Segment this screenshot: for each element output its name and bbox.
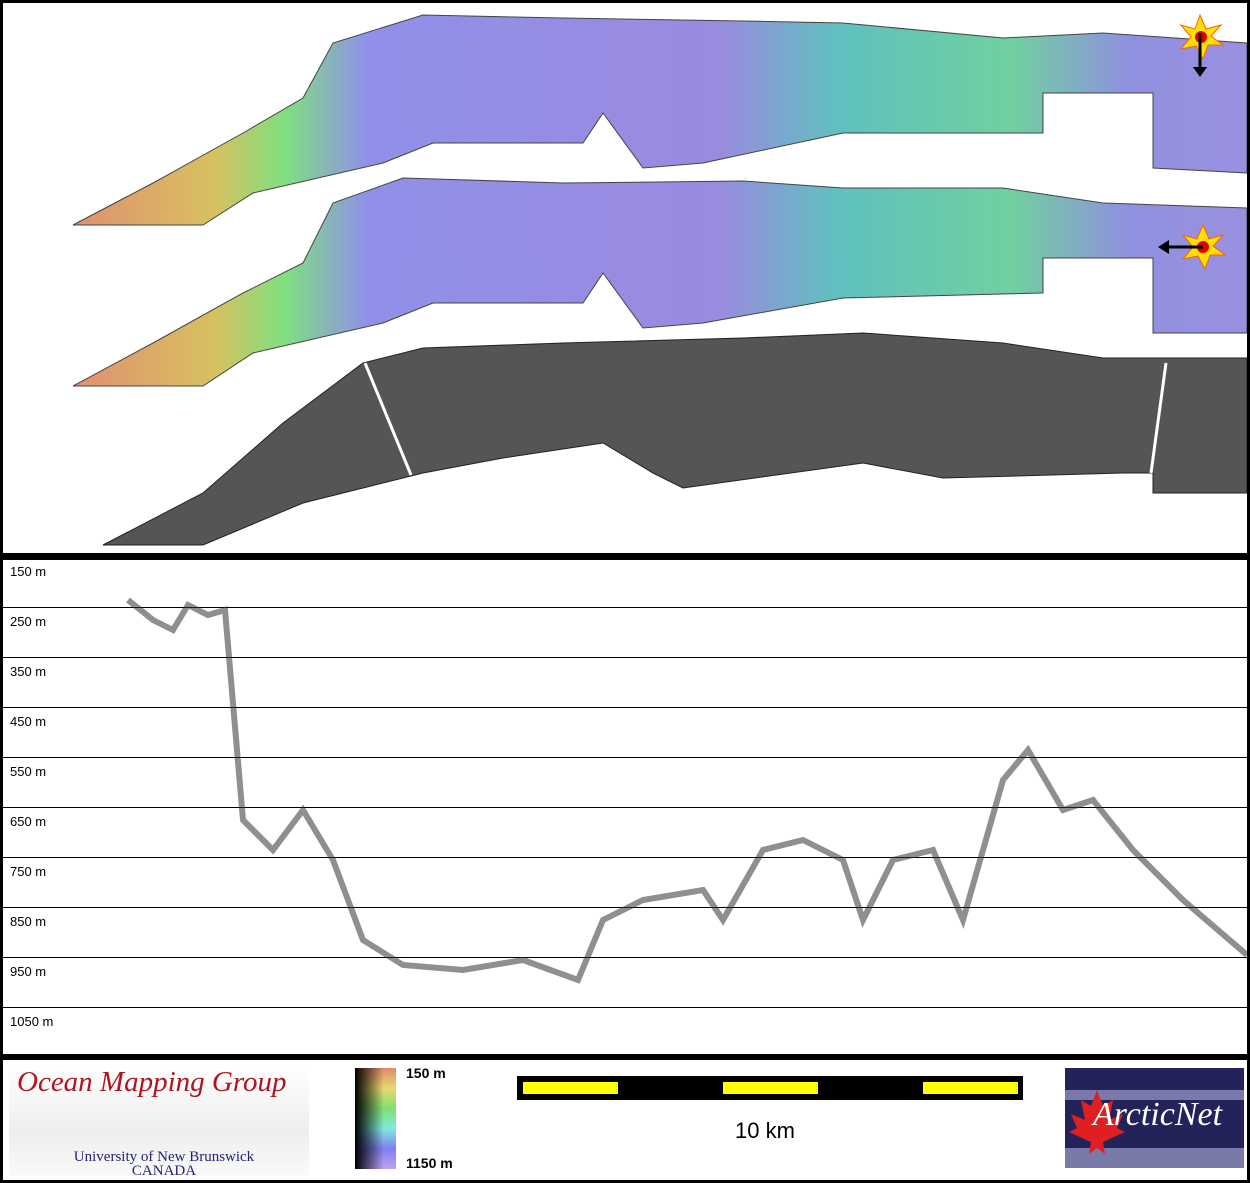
depth-band: 850 m	[3, 908, 1247, 958]
depth-label: 150 m	[10, 564, 47, 579]
arcticnet-logo: ArcticNet	[1065, 1068, 1244, 1168]
omg-logo-university: University of New Brunswick	[73, 1149, 255, 1165]
depth-label: 250 m	[10, 614, 47, 629]
depth-label: 550 m	[10, 764, 47, 779]
depth-band: 450 m	[3, 708, 1247, 758]
legend-footer: Ocean Mapping Group University of New Br…	[3, 1060, 1247, 1180]
sun-illuminated-bathymetry-swath-2	[72, 177, 1248, 387]
scale-bar	[517, 1076, 1023, 1100]
scale-bar-segment	[923, 1082, 1018, 1094]
ocean-mapping-group-logo: Ocean Mapping Group University of New Br…	[9, 1064, 309, 1179]
colorbar-min-label: 150 m	[406, 1065, 446, 1081]
seafloor-profile-trace	[126, 597, 1247, 984]
maple-leaf-icon	[1069, 1090, 1125, 1154]
depth-label: 950 m	[10, 964, 47, 979]
mosaic-gap-line	[1149, 362, 1168, 474]
sun-illuminated-bathymetry-swath	[72, 14, 1248, 226]
sun-illumination-icon	[1158, 223, 1227, 271]
depth-band: 950 m	[3, 958, 1247, 1008]
depth-band: 650 m	[3, 808, 1247, 858]
omg-logo-title: Ocean Mapping Group	[17, 1066, 287, 1098]
depth-band: 150 m	[3, 558, 1247, 608]
depth-label: 350 m	[10, 664, 47, 679]
depth-label: 850 m	[10, 914, 47, 929]
depth-band: 550 m	[3, 758, 1247, 808]
arcticnet-logo-text: ArcticNet	[1093, 1096, 1223, 1133]
depth-band: 1050 m	[3, 1008, 1247, 1058]
depth-profile-panel: 150 m 250 m 350 m 450 m 550 m 650 m 750 m 850 m…	[3, 558, 1247, 1058]
mosaic-gap-line	[363, 362, 413, 476]
swath-maps	[72, 13, 1248, 546]
colorbar-max-label: 1150 m	[406, 1155, 453, 1171]
depth-band: 350 m	[3, 658, 1247, 708]
omg-logo-country: CANADA	[131, 1163, 197, 1179]
scale-bar-label: 10 km	[735, 1118, 795, 1143]
water-column-profile	[126, 597, 1247, 984]
depth-label: 1050 m	[10, 1014, 54, 1029]
backscatter-mosaic	[102, 332, 1248, 546]
depth-colorbar	[355, 1068, 396, 1169]
scale-bar-segment	[723, 1082, 818, 1094]
depth-label: 650 m	[10, 814, 47, 829]
depth-band: 250 m	[3, 608, 1247, 658]
depth-label: 450 m	[10, 714, 47, 729]
depth-label: 750 m	[10, 864, 47, 879]
swath-maps-panel	[3, 3, 1248, 553]
sun-illumination-icon	[1179, 13, 1225, 77]
scale-bar-segment	[523, 1082, 618, 1094]
